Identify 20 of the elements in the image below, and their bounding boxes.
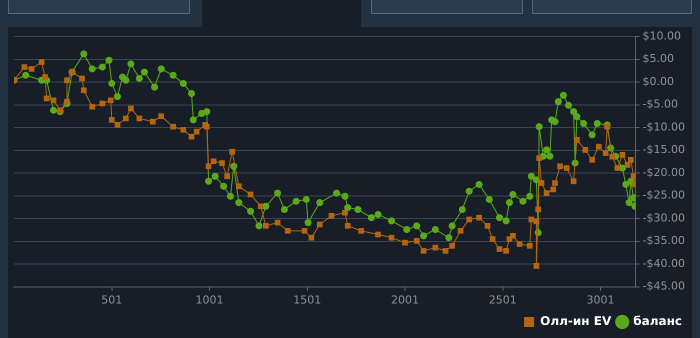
x-tick-label: 3001 bbox=[586, 293, 615, 306]
x-tick-label: 501 bbox=[101, 293, 122, 306]
y-tick-label: $10.00 bbox=[642, 29, 682, 42]
y-tick-label: -$5.00 bbox=[642, 98, 678, 111]
x-tick-label: 2501 bbox=[488, 293, 517, 306]
y-tick-label: -$45.00 bbox=[642, 280, 686, 293]
y-tick-label: -$35.00 bbox=[642, 234, 686, 248]
y-tick-label: -$25.00 bbox=[642, 188, 686, 202]
y-tick-label: $5.00 bbox=[642, 52, 674, 66]
legend-label: баланс bbox=[633, 314, 682, 328]
x-tick-label: 1001 bbox=[196, 293, 224, 306]
y-tick-label: -$15.00 bbox=[642, 143, 686, 156]
y-tick-label: $0.00 bbox=[642, 74, 674, 88]
y-tick-label: -$20.00 bbox=[642, 166, 686, 179]
x-tick-label: 2001 bbox=[391, 293, 420, 306]
x-tick-label: 1501 bbox=[293, 293, 322, 306]
legend-label: Олл-ин EV bbox=[540, 314, 612, 328]
y-tick-label: -$30.00 bbox=[642, 211, 686, 224]
y-tick-label: -$40.00 bbox=[642, 256, 686, 270]
y-tick-label: -$10.00 bbox=[642, 120, 686, 134]
